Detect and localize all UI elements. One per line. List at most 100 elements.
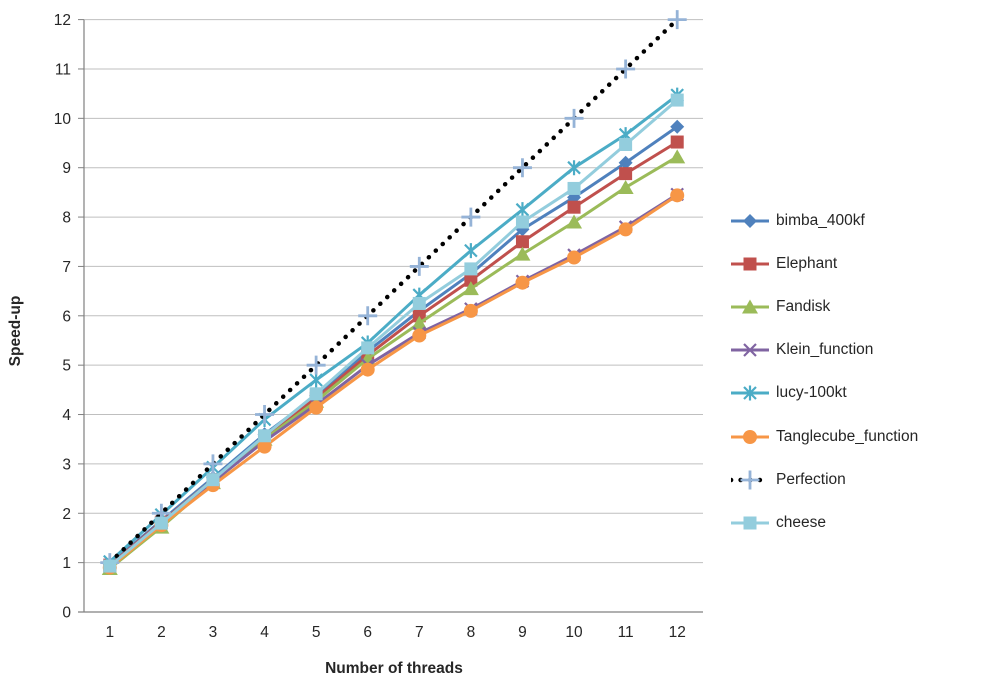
x-tick-label: 4 [260, 624, 269, 641]
legend-label: Perfection [776, 470, 846, 488]
plus-marker-icon [740, 470, 760, 490]
square-marker-icon [464, 273, 478, 287]
x-tick-label: 8 [467, 624, 476, 641]
plus-marker-icon [306, 355, 326, 375]
circle-marker-icon [463, 303, 478, 318]
y-tick-label: 11 [55, 61, 71, 78]
square-marker-icon [103, 559, 117, 573]
circle-marker-icon [618, 222, 633, 237]
square-marker-icon [464, 262, 478, 276]
star-marker-icon [515, 202, 530, 218]
square-marker-icon [515, 215, 529, 229]
legend-marker-Fandisk [731, 299, 769, 314]
triangle-marker-icon [669, 149, 686, 164]
series-Fandisk [101, 149, 686, 576]
legend-label: bimba_400kf [776, 211, 865, 229]
x-tick-label: 1 [105, 624, 114, 641]
plus-marker-icon [461, 207, 481, 227]
square-marker-icon [515, 235, 529, 249]
legend-item-Tanglecube_function: Tanglecube_function [731, 415, 918, 458]
y-tick-label: 2 [62, 506, 71, 523]
y-tick-label: 5 [62, 358, 71, 375]
legend-marker-Tanglecube_function [731, 429, 769, 444]
x-marker-icon [743, 343, 757, 357]
diamond-marker-icon [743, 213, 757, 228]
square-marker-icon [154, 516, 168, 530]
legend-label: Elephant [776, 254, 838, 272]
square-marker-icon [567, 200, 581, 214]
legend-marker-Perfection [731, 470, 769, 490]
square-marker-icon [743, 516, 757, 530]
legend-marker-cheese [731, 516, 769, 530]
x-tick-label: 2 [157, 624, 166, 641]
y-tick-label: 10 [54, 111, 72, 128]
legend-marker-Elephant [731, 257, 769, 271]
circle-marker-icon [515, 275, 530, 290]
circle-marker-icon [670, 188, 685, 203]
legend-item-Elephant: Elephant [731, 242, 918, 285]
legend-marker-Klein_function [731, 343, 769, 357]
series-line-Klein_function [108, 192, 679, 568]
y-tick-label: 7 [62, 259, 71, 276]
circle-marker-icon [743, 429, 757, 444]
legend-item-bimba_400kf: bimba_400kf [731, 199, 918, 242]
y-axis-title: Speed-up [7, 295, 24, 367]
triangle-marker-icon [411, 315, 428, 330]
plus-marker-icon [616, 59, 636, 79]
square-marker-icon [670, 93, 684, 107]
square-marker-icon [206, 473, 220, 487]
plus-marker-icon [358, 306, 378, 326]
triangle-marker-icon [617, 179, 634, 194]
triangle-marker-icon [742, 299, 758, 314]
plus-marker-icon [667, 10, 687, 30]
legend-item-Fandisk: Fandisk [731, 285, 918, 328]
legend-label: Tanglecube_function [776, 427, 919, 445]
plus-marker-icon [409, 256, 429, 276]
x-tick-label: 11 [618, 624, 634, 641]
plus-marker-icon [203, 454, 223, 474]
legend-item-Perfection: Perfection [731, 458, 918, 501]
legend: bimba_400kf Elephant Fandisk Klein_function… [731, 199, 918, 545]
square-marker-icon [361, 341, 375, 355]
square-marker-icon [412, 296, 426, 310]
triangle-marker-icon [514, 246, 531, 261]
y-tick-label: 9 [62, 160, 71, 177]
diamond-marker-icon [618, 155, 633, 170]
diamond-marker-icon [670, 119, 685, 134]
series-Perfection [100, 10, 687, 573]
y-tick-label: 3 [62, 456, 71, 473]
series-line-Tanglecube_function [108, 193, 679, 570]
circle-marker-icon [257, 439, 272, 454]
y-tick-label: 6 [62, 308, 71, 325]
y-tick-label: 0 [62, 605, 71, 622]
plus-marker-icon [512, 158, 532, 178]
plus-marker-icon [564, 108, 584, 128]
x-tick-label: 9 [518, 624, 527, 641]
legend-item-cheese: cheese [731, 501, 918, 544]
y-tick-label: 12 [54, 12, 71, 29]
square-marker-icon [619, 137, 633, 151]
square-marker-icon [743, 257, 757, 271]
x-tick-label: 12 [669, 624, 686, 641]
circle-marker-icon [360, 362, 375, 377]
y-tick-label: 8 [62, 210, 71, 227]
y-tick-label: 1 [62, 555, 71, 572]
x-axis-title: Number of threads [325, 660, 463, 677]
square-marker-icon [567, 181, 581, 195]
x-tick-label: 5 [312, 624, 321, 641]
star-marker-icon [743, 385, 757, 401]
series-cheese [103, 93, 684, 573]
series-line-lucy-100kt [108, 93, 679, 564]
square-marker-icon [258, 429, 272, 443]
series-line-Perfection [107, 17, 680, 565]
x-tick-label: 10 [565, 624, 583, 641]
square-marker-icon [619, 167, 633, 181]
star-marker-icon [464, 243, 478, 259]
legend-label: cheese [776, 513, 826, 531]
legend-marker-bimba_400kf [731, 213, 769, 228]
plus-marker-icon [255, 405, 275, 425]
triangle-marker-icon [566, 214, 583, 229]
legend-item-lucy-100kt: lucy-100kt [731, 372, 918, 415]
square-marker-icon [309, 387, 323, 401]
